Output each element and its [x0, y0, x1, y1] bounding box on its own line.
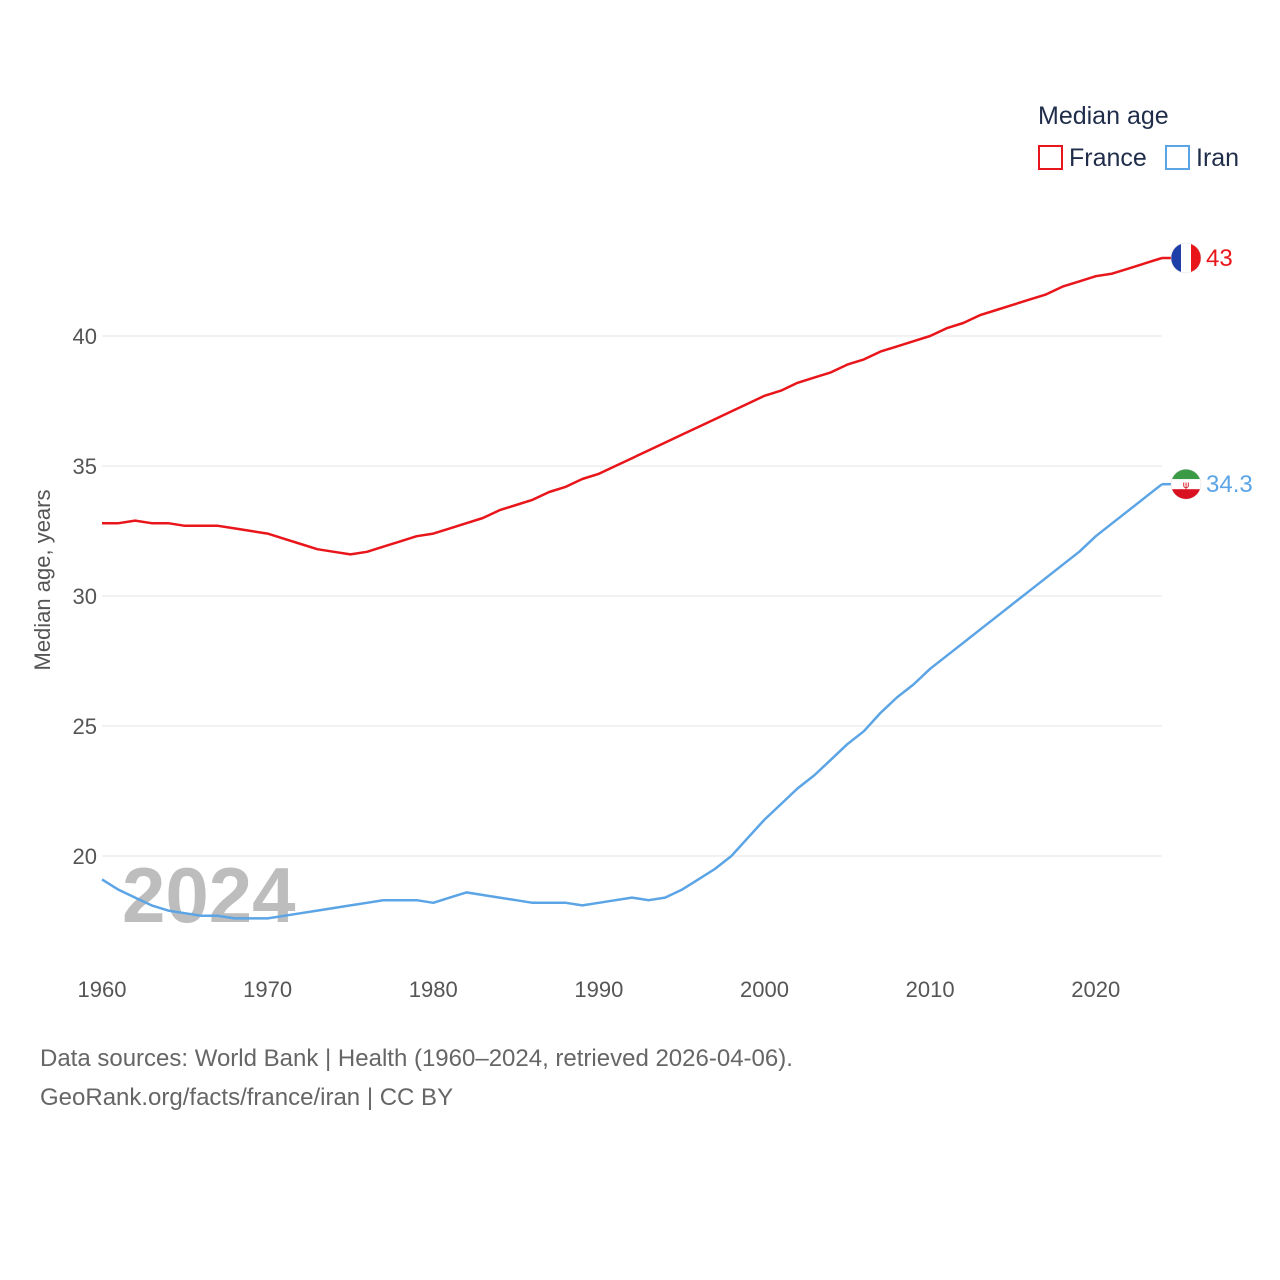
legend-title: Median age [1038, 102, 1169, 130]
end-label-iran: 34.3 [1206, 471, 1253, 498]
year-watermark: 2024 [122, 851, 296, 939]
series-line-france [102, 256, 1163, 556]
legend-label-france: France [1069, 144, 1147, 172]
x-axis-ticks: 1960 1970 1980 1990 2000 2010 2020 [78, 977, 1121, 1002]
legend-swatch-france [1038, 145, 1063, 170]
y-axis-label: Median age, years [30, 490, 55, 671]
y-tick-label: 25 [73, 714, 97, 739]
series-line-iran [101, 483, 1163, 920]
legend-label-iran: Iran [1196, 144, 1239, 172]
iran-flag-icon: ψ [1170, 468, 1202, 500]
svg-text:ψ: ψ [1183, 480, 1190, 491]
series-end-markers: 43 ψ 34.3 [1162, 242, 1253, 500]
legend-swatch-iran [1165, 145, 1190, 170]
x-tick-label: 2000 [740, 977, 789, 1002]
x-tick-label: 1980 [409, 977, 458, 1002]
y-tick-label: 20 [73, 844, 97, 869]
y-tick-label: 35 [73, 454, 97, 479]
x-tick-label: 1990 [574, 977, 623, 1002]
footer-attribution[interactable]: GeoRank.org/facts/france/iran | CC BY [40, 1084, 454, 1111]
legend-item-france[interactable]: France [1038, 144, 1147, 172]
y-tick-label: 30 [73, 584, 97, 609]
y-tick-label: 40 [73, 324, 97, 349]
x-tick-label: 2010 [906, 977, 955, 1002]
x-tick-label: 1960 [78, 977, 127, 1002]
legend-item-iran[interactable]: Iran [1165, 144, 1239, 172]
france-flag-icon [1170, 242, 1202, 274]
x-tick-label: 2020 [1071, 977, 1120, 1002]
end-label-france: 43 [1206, 245, 1233, 272]
x-tick-label: 1970 [243, 977, 292, 1002]
footer-sources: Data sources: World Bank | Health (1960–… [40, 1045, 793, 1072]
legend: Median age France Iran [1038, 102, 1239, 172]
series-lines [101, 256, 1163, 920]
y-axis-ticks: 20 25 30 35 40 [73, 324, 97, 869]
gridlines [102, 335, 1162, 857]
